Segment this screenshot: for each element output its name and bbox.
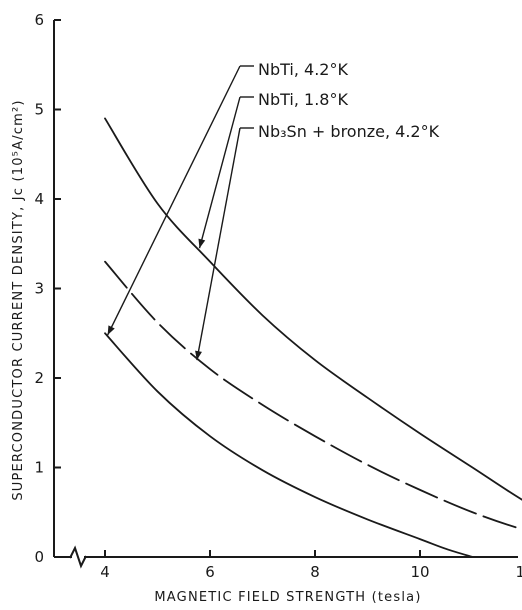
callout-line-1	[106, 65, 241, 336]
callout-label-1: NbTi, 4.2°K	[258, 60, 348, 79]
callout-label-2: NbTi, 1.8°K	[258, 90, 348, 109]
x-tick-label: 10	[410, 563, 429, 581]
callout-arrow-3	[195, 350, 202, 361]
callout-layer: NbTi, 4.2°K NbTi, 1.8°K Nb₃Sn + bronze, 4.…	[106, 60, 440, 361]
callout-line-2	[198, 96, 241, 249]
x-tick-label: 12	[515, 563, 522, 581]
x-axis-title: MAGNETIC FIELD STRENGTH (tesla)	[154, 590, 421, 605]
callout-label-3: Nb₃Sn + bronze, 4.2°K	[258, 122, 440, 141]
axes: 0123456468101214	[34, 11, 522, 581]
x-axis-break	[69, 545, 87, 569]
y-tick-label: 3	[34, 280, 44, 298]
x-tick-label: 6	[205, 563, 215, 581]
series-line-1	[104, 332, 474, 558]
y-axis-title: SUPERCONDUCTOR CURRENT DENSITY, Jc (10⁵A…	[11, 99, 26, 500]
callout-arrow-2	[198, 238, 206, 249]
series-layer	[104, 117, 522, 558]
y-tick-label: 1	[34, 459, 44, 477]
y-tick-label: 5	[34, 101, 44, 119]
y-tick-label: 2	[34, 369, 44, 387]
x-tick-label: 4	[100, 563, 110, 581]
series-line-3	[104, 260, 522, 531]
series-line-2	[104, 117, 522, 501]
x-tick-label: 8	[310, 563, 320, 581]
y-tick-label: 0	[34, 548, 44, 566]
callout-line-3	[196, 127, 241, 361]
y-tick-label: 4	[34, 190, 44, 208]
y-tick-label: 6	[34, 11, 44, 29]
callout-arrow-1	[107, 325, 115, 336]
